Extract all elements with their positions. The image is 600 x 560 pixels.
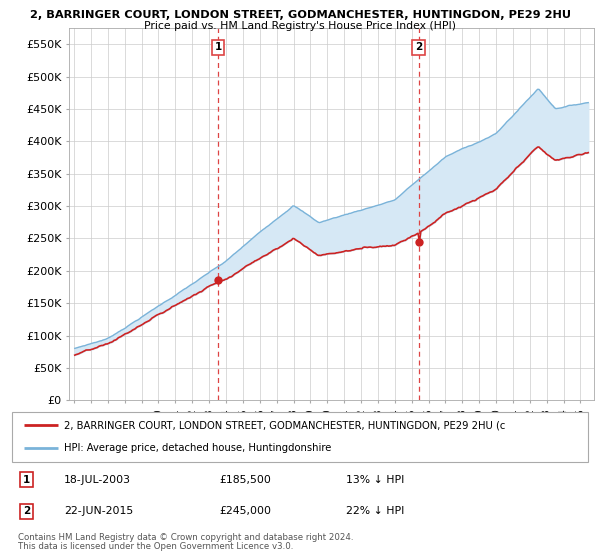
Text: 18-JUL-2003: 18-JUL-2003 (64, 475, 131, 484)
Text: £245,000: £245,000 (220, 506, 271, 516)
Text: This data is licensed under the Open Government Licence v3.0.: This data is licensed under the Open Gov… (18, 542, 293, 550)
Text: Contains HM Land Registry data © Crown copyright and database right 2024.: Contains HM Land Registry data © Crown c… (18, 533, 353, 542)
Text: 2, BARRINGER COURT, LONDON STREET, GODMANCHESTER, HUNTINGDON, PE29 2HU (c: 2, BARRINGER COURT, LONDON STREET, GODMA… (64, 420, 505, 430)
Text: 2, BARRINGER COURT, LONDON STREET, GODMANCHESTER, HUNTINGDON, PE29 2HU: 2, BARRINGER COURT, LONDON STREET, GODMA… (29, 10, 571, 20)
Text: 22% ↓ HPI: 22% ↓ HPI (346, 506, 404, 516)
Text: £185,500: £185,500 (220, 475, 271, 484)
Text: HPI: Average price, detached house, Huntingdonshire: HPI: Average price, detached house, Hunt… (64, 444, 331, 454)
Text: Price paid vs. HM Land Registry's House Price Index (HPI): Price paid vs. HM Land Registry's House … (144, 21, 456, 31)
Text: 22-JUN-2015: 22-JUN-2015 (64, 506, 133, 516)
Text: 1: 1 (215, 43, 222, 53)
Text: 13% ↓ HPI: 13% ↓ HPI (346, 475, 404, 484)
Text: 2: 2 (23, 506, 30, 516)
Text: 1: 1 (23, 475, 30, 484)
Text: 2: 2 (415, 43, 422, 53)
